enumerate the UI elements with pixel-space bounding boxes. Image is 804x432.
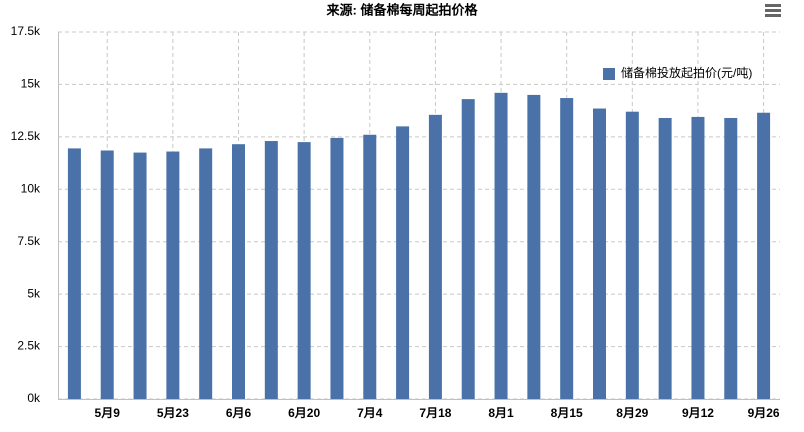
- menu-bar: [765, 9, 781, 12]
- x-tick-label: 5月23: [157, 406, 189, 420]
- bar: [264, 141, 278, 399]
- bar: [199, 148, 213, 399]
- bar: [330, 137, 344, 400]
- bar: [396, 126, 410, 399]
- bar: [363, 134, 377, 399]
- menu-bar: [765, 4, 781, 7]
- x-tick-label: 6月20: [288, 406, 320, 420]
- bar: [724, 117, 738, 400]
- bar: [428, 114, 442, 399]
- bar: [757, 112, 771, 400]
- y-tick-label: 10k: [21, 181, 41, 195]
- bar: [625, 111, 639, 399]
- y-tick-label: 15k: [21, 77, 41, 91]
- bar: [232, 144, 245, 399]
- x-tick-label: 5月9: [95, 406, 121, 420]
- bar: [67, 148, 81, 399]
- bar: [691, 116, 705, 399]
- legend-label: 储备棉投放起拍价(元/吨): [621, 65, 752, 80]
- bar: [593, 108, 606, 399]
- x-tick-label: 8月29: [616, 406, 648, 420]
- x-tick-label: 7月4: [357, 406, 383, 420]
- x-tick-label: 8月1: [488, 406, 514, 420]
- chart-title: 来源: 储备棉每周起拍价格: [326, 2, 479, 17]
- y-tick-label: 5k: [27, 286, 41, 300]
- x-tick-label: 6月6: [226, 406, 252, 420]
- bar: [560, 98, 574, 399]
- bar: [658, 117, 672, 400]
- y-tick-label: 17.5k: [11, 24, 41, 38]
- y-tick-label: 12.5k: [11, 129, 41, 143]
- x-tick-label: 8月15: [551, 406, 583, 420]
- x-tick-label: 9月26: [748, 406, 780, 420]
- y-tick-label: 2.5k: [17, 339, 41, 353]
- bar: [297, 142, 311, 399]
- bar: [461, 99, 475, 399]
- bar: [527, 94, 541, 400]
- x-tick-label: 7月18: [419, 406, 451, 420]
- bar: [133, 152, 147, 399]
- menu-icon[interactable]: [765, 4, 781, 17]
- y-tick-label: 0k: [27, 391, 41, 405]
- x-tick-label: 9月12: [682, 406, 714, 420]
- bar: [100, 150, 114, 399]
- menu-bar: [765, 14, 781, 17]
- bar: [494, 92, 508, 400]
- legend-swatch: [603, 68, 615, 80]
- bar: [166, 151, 180, 399]
- y-tick-label: 7.5k: [17, 234, 41, 248]
